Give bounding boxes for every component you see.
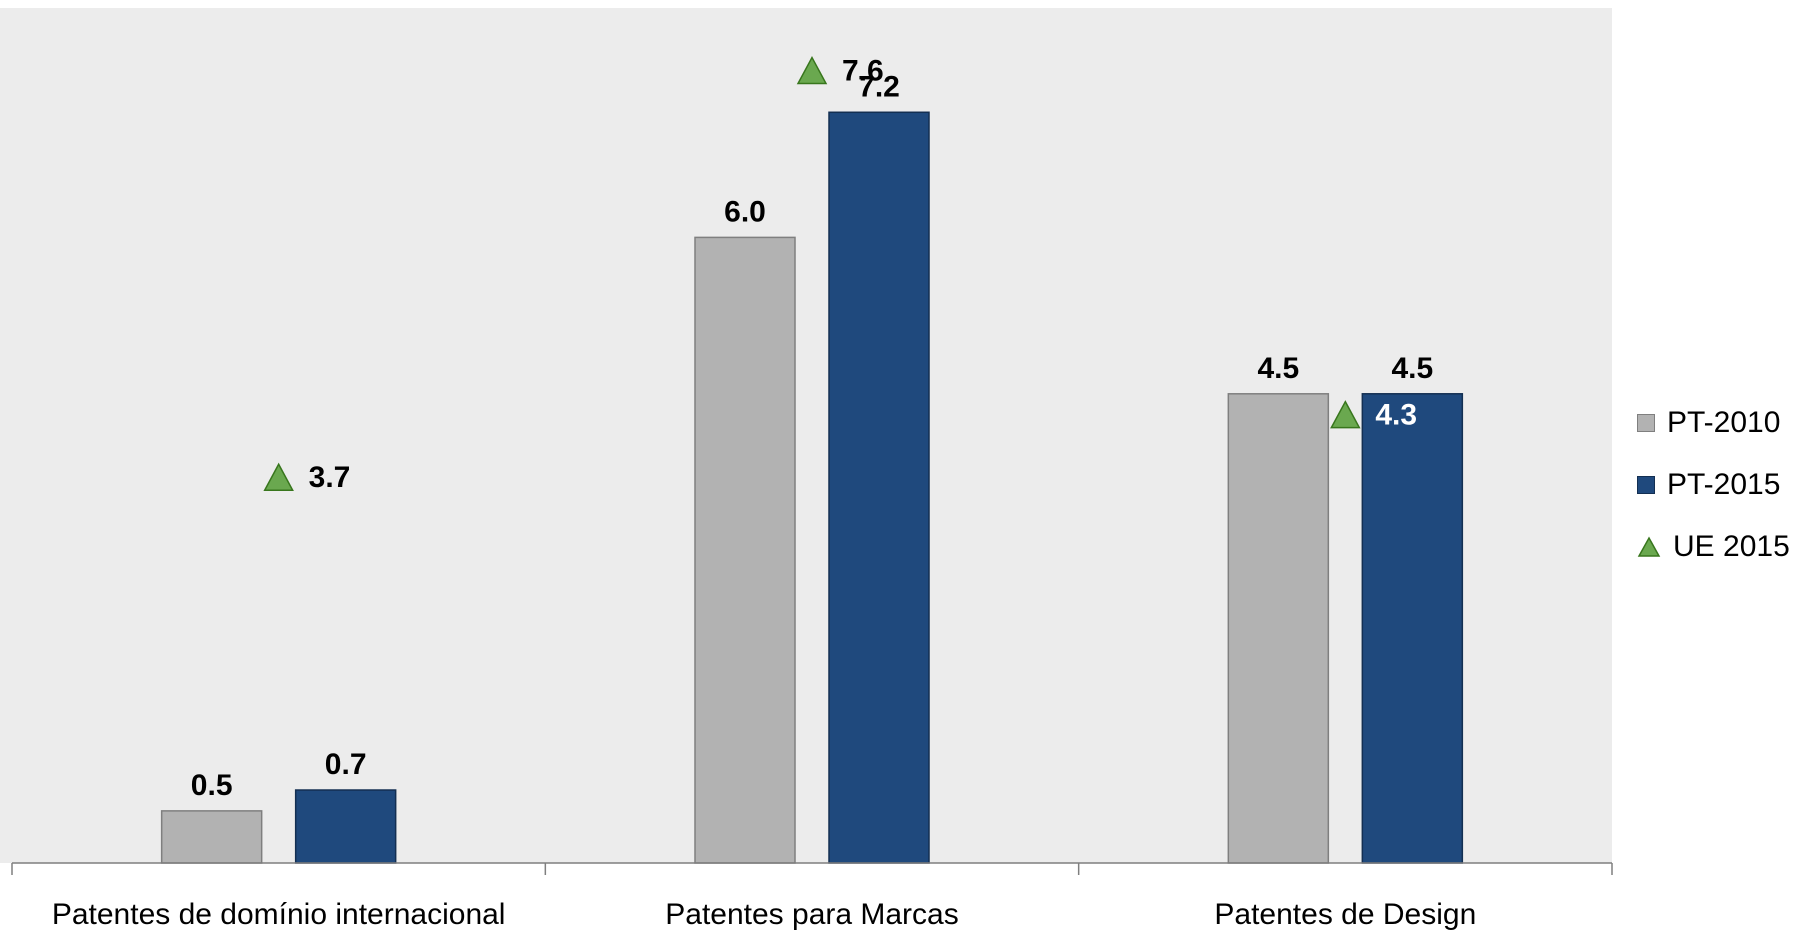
x-tick-label: Patentes de Design bbox=[1214, 898, 1476, 930]
legend-swatch-pt-2010 bbox=[1637, 414, 1655, 432]
legend-label-ue-2015: UE 2015 bbox=[1673, 530, 1790, 563]
legend-item-pt-2015: PT-2015 bbox=[1637, 454, 1790, 516]
marker-ue-2015 bbox=[1330, 400, 1361, 429]
legend-label-pt-2010: PT-2010 bbox=[1667, 406, 1781, 439]
bar-pt-2015 bbox=[1361, 393, 1464, 864]
legend-label-pt-2015: PT-2015 bbox=[1667, 468, 1781, 501]
marker-data-label: 7.6 bbox=[842, 55, 884, 88]
marker-data-label: 3.7 bbox=[309, 461, 351, 494]
bar-data-label: 7.2 bbox=[858, 70, 900, 103]
legend-item-pt-2010: PT-2010 bbox=[1637, 392, 1790, 454]
bar-data-label: 6.0 bbox=[724, 195, 766, 228]
legend-swatch-pt-2015 bbox=[1637, 476, 1655, 494]
bar-pt-2010 bbox=[160, 810, 263, 864]
bar-data-label: 0.7 bbox=[325, 748, 367, 781]
bar-pt-2015 bbox=[294, 789, 397, 864]
bar-data-label: 4.5 bbox=[1257, 352, 1299, 385]
plot-area bbox=[0, 8, 1612, 863]
x-tick-label: Patentes de domínio internacional bbox=[52, 898, 506, 930]
legend: PT-2010 PT-2015 UE 2015 bbox=[1637, 392, 1790, 578]
bar-pt-2010 bbox=[1227, 393, 1330, 864]
bar-pt-2015 bbox=[828, 111, 930, 864]
bar-data-label: 4.5 bbox=[1391, 352, 1433, 385]
marker-ue-2015 bbox=[796, 55, 828, 85]
legend-marker-ue-2015 bbox=[1637, 536, 1661, 557]
bar-pt-2010 bbox=[694, 236, 796, 864]
legend-item-ue-2015: UE 2015 bbox=[1637, 516, 1790, 578]
marker-ue-2015 bbox=[263, 462, 294, 491]
x-tick-label: Patentes para Marcas bbox=[665, 898, 958, 930]
bar-data-label: 0.5 bbox=[191, 769, 233, 802]
marker-data-label: 4.3 bbox=[1375, 399, 1417, 432]
